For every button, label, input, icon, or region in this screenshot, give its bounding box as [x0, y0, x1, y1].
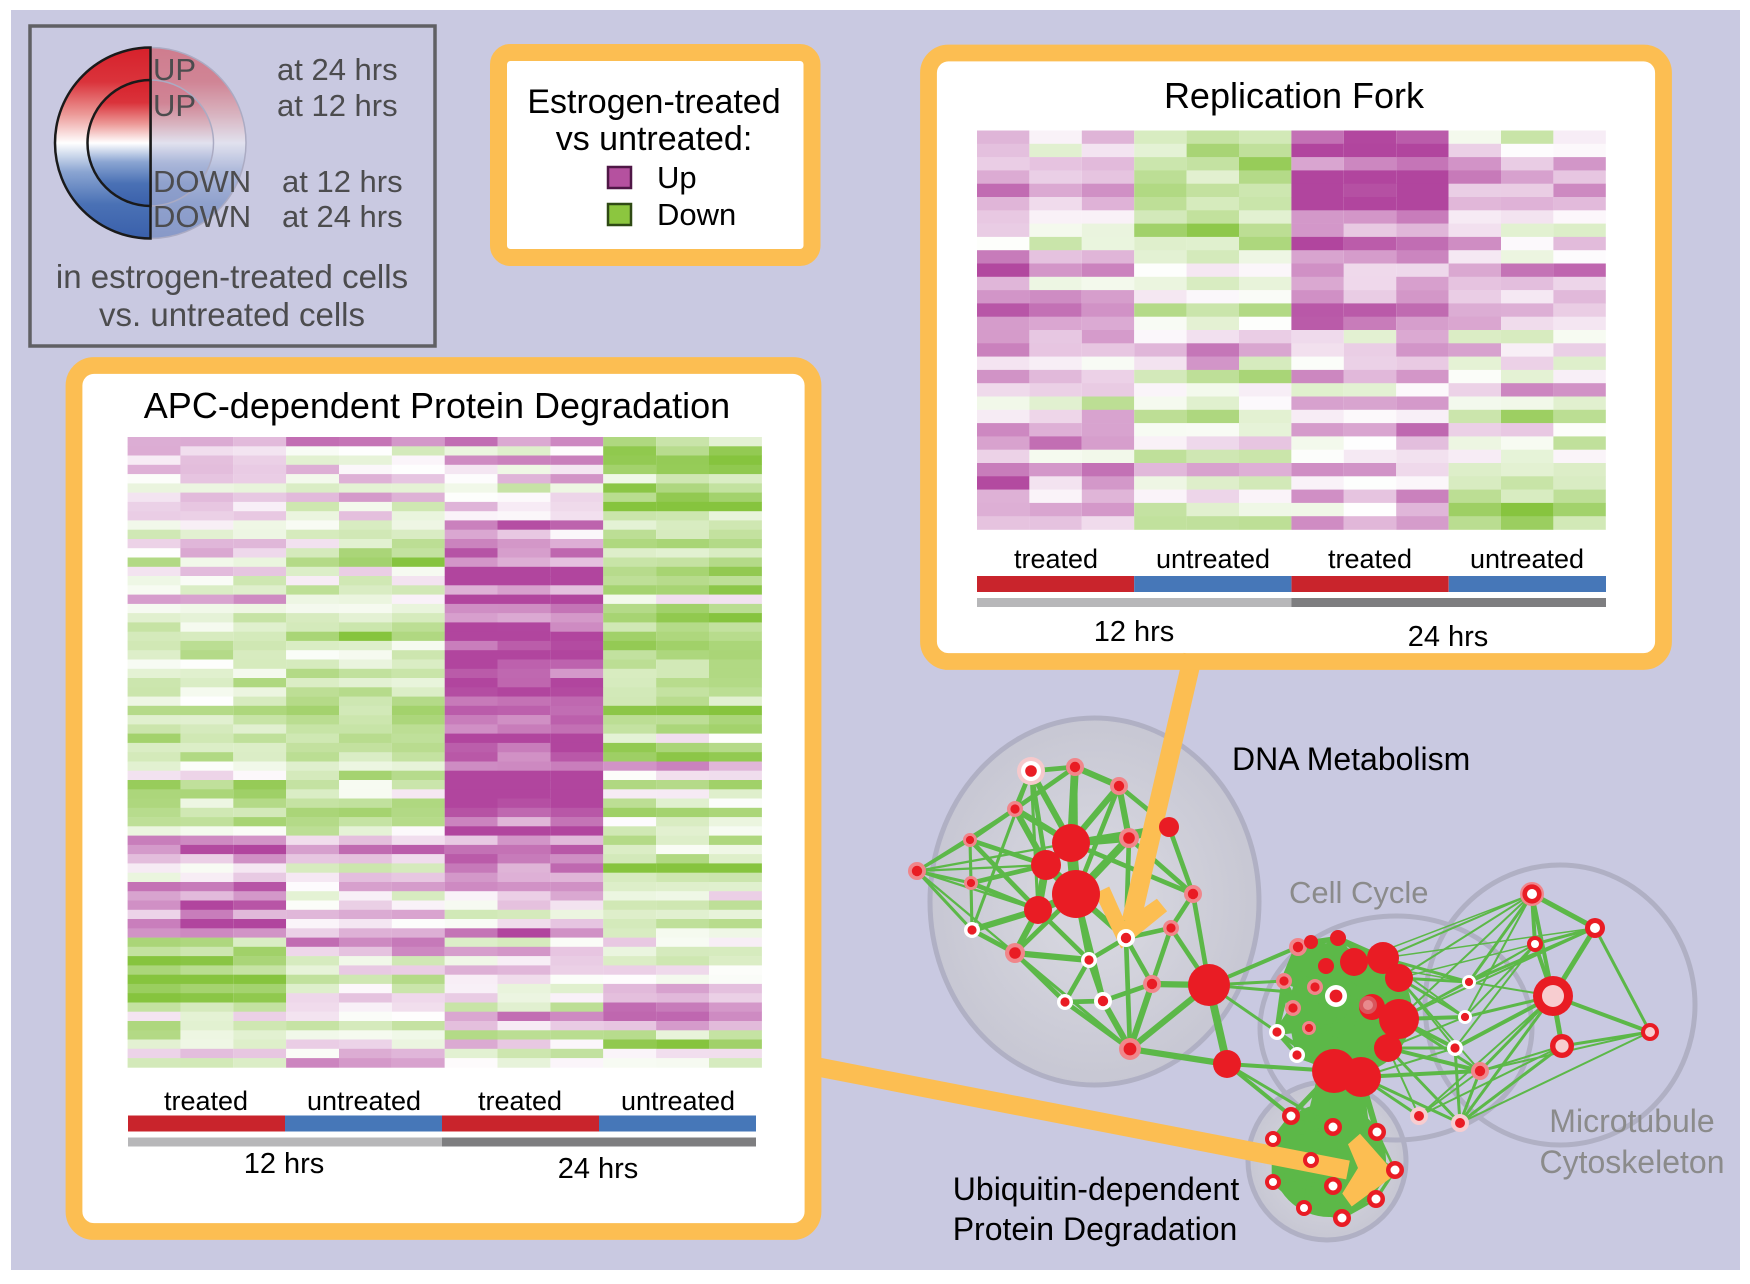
svg-text:Protein Degradation: Protein Degradation — [953, 1211, 1238, 1247]
svg-text:untreated: untreated — [621, 1086, 735, 1116]
svg-text:24 hrs: 24 hrs — [1408, 621, 1489, 653]
svg-text:UP: UP — [153, 52, 196, 87]
svg-text:Estrogen-treated: Estrogen-treated — [527, 83, 780, 121]
svg-text:Replication Fork: Replication Fork — [1164, 75, 1425, 116]
svg-text:at 24 hrs: at 24 hrs — [282, 199, 403, 234]
svg-text:Down: Down — [657, 197, 736, 232]
svg-text:untreated: untreated — [307, 1086, 421, 1116]
svg-text:APC-dependent Protein Degradat: APC-dependent Protein Degradation — [144, 385, 730, 426]
svg-text:at 12 hrs: at 12 hrs — [277, 88, 398, 123]
svg-text:DNA Metabolism: DNA Metabolism — [1232, 741, 1470, 777]
svg-text:vs untreated:: vs untreated: — [556, 120, 753, 158]
svg-text:at 24 hrs: at 24 hrs — [277, 52, 398, 87]
svg-text:Cell Cycle: Cell Cycle — [1289, 875, 1429, 910]
svg-text:Microtubule: Microtubule — [1549, 1103, 1714, 1139]
svg-text:Ubiquitin-dependent: Ubiquitin-dependent — [953, 1171, 1240, 1207]
svg-text:12 hrs: 12 hrs — [244, 1148, 325, 1180]
svg-text:Cytoskeleton: Cytoskeleton — [1540, 1144, 1725, 1180]
svg-text:vs. untreated cells: vs. untreated cells — [99, 296, 365, 333]
svg-text:in estrogen-treated cells: in estrogen-treated cells — [56, 258, 408, 295]
svg-text:treated: treated — [478, 1086, 562, 1116]
svg-text:treated: treated — [1014, 544, 1098, 574]
svg-text:at 12 hrs: at 12 hrs — [282, 164, 403, 199]
svg-text:12 hrs: 12 hrs — [1094, 616, 1175, 648]
svg-text:UP: UP — [153, 88, 196, 123]
svg-text:treated: treated — [1328, 544, 1412, 574]
svg-text:untreated: untreated — [1470, 544, 1584, 574]
svg-text:DOWN: DOWN — [153, 164, 251, 199]
svg-text:Up: Up — [657, 160, 697, 195]
svg-text:DOWN: DOWN — [153, 199, 251, 234]
svg-text:treated: treated — [164, 1086, 248, 1116]
svg-text:24 hrs: 24 hrs — [558, 1153, 639, 1185]
svg-text:untreated: untreated — [1156, 544, 1270, 574]
